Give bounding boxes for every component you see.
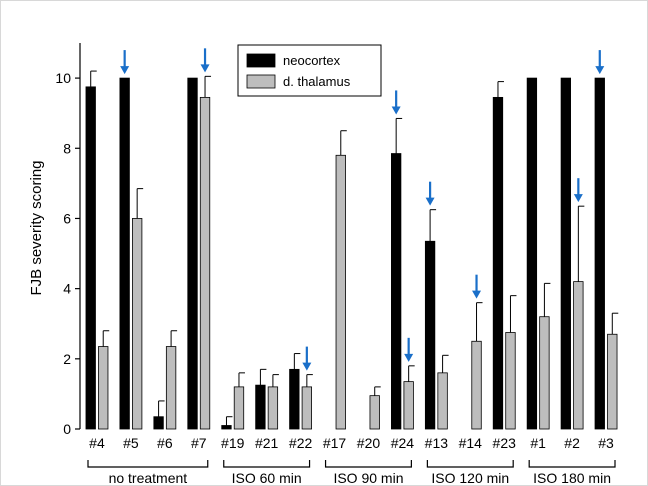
group-bracket <box>426 460 514 468</box>
bar-neocortex <box>424 240 436 430</box>
bar-thalamus <box>165 346 177 430</box>
bar-neocortex <box>526 77 538 430</box>
legend: neocortex d. thalamus <box>237 44 382 97</box>
group-label: ISO 90 min <box>333 470 403 485</box>
arrow-head <box>120 66 130 75</box>
axes: 0 2 4 6 8 10 #4 #5 #6 #7 #19 #21 #22 #17 #20 #24 #13 #14 #… <box>55 43 616 485</box>
arrow-head <box>573 194 583 203</box>
arrow-icon <box>302 346 312 371</box>
bar-neocortex <box>85 86 96 430</box>
bar-thalamus <box>98 346 109 430</box>
y-tick-label: 0 <box>63 421 71 437</box>
group-label: ISO 180 min <box>533 470 611 485</box>
arrow-icon <box>595 50 605 75</box>
group-label: no treatment <box>109 470 188 485</box>
bar-neocortex <box>221 425 232 430</box>
y-tick-label: 8 <box>63 140 71 156</box>
bar-thalamus <box>267 386 279 430</box>
plot-area <box>85 48 619 430</box>
bar-thalamus <box>505 332 516 430</box>
group-bracket <box>528 460 616 468</box>
arrow-icon <box>472 274 482 299</box>
legend-label: d. thalamus <box>283 74 351 89</box>
bar-neocortex <box>119 77 130 430</box>
arrow-head <box>302 362 312 371</box>
x-tick-label: #6 <box>157 435 173 451</box>
group-bracket <box>223 460 311 468</box>
bar-thalamus <box>539 316 550 430</box>
group-label: ISO 60 min <box>232 470 302 485</box>
arrow-head <box>404 353 414 362</box>
group-bracket <box>87 460 209 468</box>
legend-label: neocortex <box>283 53 341 68</box>
bar-neocortex <box>594 77 605 430</box>
legend-swatch <box>246 74 276 89</box>
x-tick-label: #14 <box>459 435 483 451</box>
y-tick-label: 2 <box>63 351 71 367</box>
x-tick-label: #20 <box>357 435 381 451</box>
bar-neocortex <box>391 153 402 430</box>
y-tick-label: 4 <box>63 281 71 297</box>
bar-thalamus <box>199 96 211 430</box>
bar-neocortex <box>255 384 266 430</box>
bar-neocortex <box>560 77 571 430</box>
bar-thalamus <box>369 395 380 430</box>
bar-neocortex <box>187 77 198 430</box>
x-tick-label: #5 <box>123 435 139 451</box>
x-tick-label: #13 <box>425 435 449 451</box>
x-tick-label: #21 <box>255 435 279 451</box>
bar-thalamus <box>132 218 143 430</box>
legend-swatch <box>246 53 276 68</box>
x-tick-label: #7 <box>191 435 207 451</box>
arrow-head <box>425 197 435 206</box>
x-tick-label: #17 <box>323 435 347 451</box>
bar-neocortex <box>289 368 300 430</box>
group-label: ISO 120 min <box>431 470 509 485</box>
group-bracket <box>324 460 412 468</box>
arrow-head <box>200 64 210 73</box>
arrow-head <box>472 290 482 299</box>
arrow-head <box>391 106 401 115</box>
arrow-icon <box>573 178 583 203</box>
bar-thalamus <box>301 386 312 430</box>
arrow-icon <box>391 90 401 115</box>
arrow-icon <box>425 181 435 206</box>
bar-thalamus <box>335 154 346 430</box>
y-tick-label: 10 <box>55 70 71 86</box>
bar-thalamus <box>607 333 618 430</box>
x-tick-label: #4 <box>89 435 105 451</box>
x-tick-label: #3 <box>598 435 614 451</box>
x-tick-label: #24 <box>391 435 415 451</box>
y-axis-label: FJB severity scoring <box>28 160 45 295</box>
y-tick-label: 6 <box>63 210 71 226</box>
bar-thalamus <box>471 340 482 430</box>
bar-thalamus <box>573 281 584 430</box>
x-tick-label: #22 <box>289 435 313 451</box>
x-tick-label: #1 <box>530 435 546 451</box>
bar-neocortex <box>153 416 164 430</box>
arrow-icon <box>120 50 130 75</box>
bar-thalamus <box>437 372 448 430</box>
x-tick-label: #19 <box>221 435 245 451</box>
arrow-icon <box>404 337 414 362</box>
bar-neocortex <box>492 96 504 430</box>
arrow-icon <box>200 48 210 73</box>
x-tick-label: #2 <box>564 435 580 451</box>
arrow-head <box>595 66 605 75</box>
bar-thalamus <box>403 381 414 430</box>
x-tick-label: #23 <box>493 435 517 451</box>
bar-thalamus <box>233 386 245 430</box>
